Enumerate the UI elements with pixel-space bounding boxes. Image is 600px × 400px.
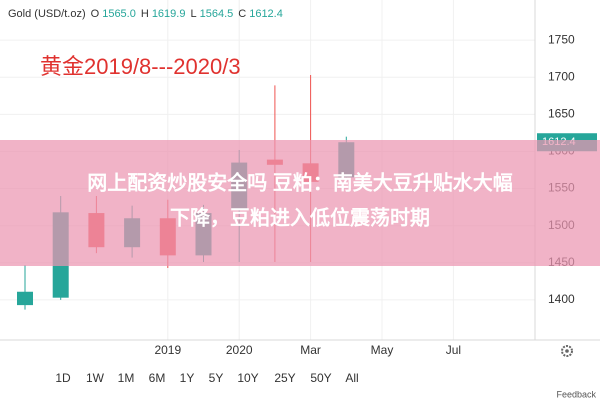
feedback-link[interactable]: Feedback [556, 389, 596, 399]
header-part: 1564.5 [200, 8, 234, 20]
range-button[interactable]: 1W [86, 371, 105, 385]
annotation: 黄金2019/8---2020/3 [40, 54, 241, 79]
y-tick-label: 1650 [548, 106, 575, 120]
y-tick-label: 1750 [548, 32, 575, 46]
header-part: H [141, 8, 149, 20]
banner-line: 网上配资炒股安全吗 豆粕：南美大豆升贴水大幅 [87, 170, 513, 194]
x-tick-label: 2019 [154, 343, 181, 357]
range-button[interactable]: 10Y [237, 371, 258, 385]
range-button[interactable]: All [345, 371, 358, 385]
gear-center [565, 349, 569, 353]
x-tick-label: May [371, 343, 394, 357]
range-button[interactable]: 1M [118, 371, 135, 385]
header-part: 1619.9 [152, 8, 186, 20]
header-part: O [91, 8, 100, 20]
x-tick-label: Jul [446, 343, 461, 357]
x-tick-label: Mar [300, 343, 321, 357]
settings-icon[interactable] [561, 345, 573, 357]
banner [0, 140, 600, 266]
header-part: C [238, 8, 246, 20]
range-button[interactable]: 1Y [180, 371, 195, 385]
header-part: 1565.0 [102, 8, 136, 20]
header-part: Gold (USD/t.oz) [8, 8, 86, 20]
range-button[interactable]: 5Y [209, 371, 224, 385]
gear[interactable] [561, 345, 573, 357]
x-tick-label: 2020 [226, 343, 253, 357]
range-button[interactable]: 50Y [310, 371, 331, 385]
y-tick-label: 1400 [548, 292, 575, 306]
header-part: L [190, 8, 196, 20]
range-button[interactable]: 1D [55, 371, 71, 385]
range-button[interactable]: 25Y [274, 371, 295, 385]
ohlc-header: Gold (USD/t.oz) O 1565.0 H 1619.9 L 1564.5 C 161… [8, 8, 283, 20]
banner-line: 下降，豆粕进入低位震荡时期 [170, 205, 430, 229]
y-tick-label: 1700 [548, 69, 575, 83]
range-button[interactable]: 6M [149, 371, 166, 385]
candle-body [17, 291, 33, 306]
header-part: 1612.4 [249, 8, 283, 20]
